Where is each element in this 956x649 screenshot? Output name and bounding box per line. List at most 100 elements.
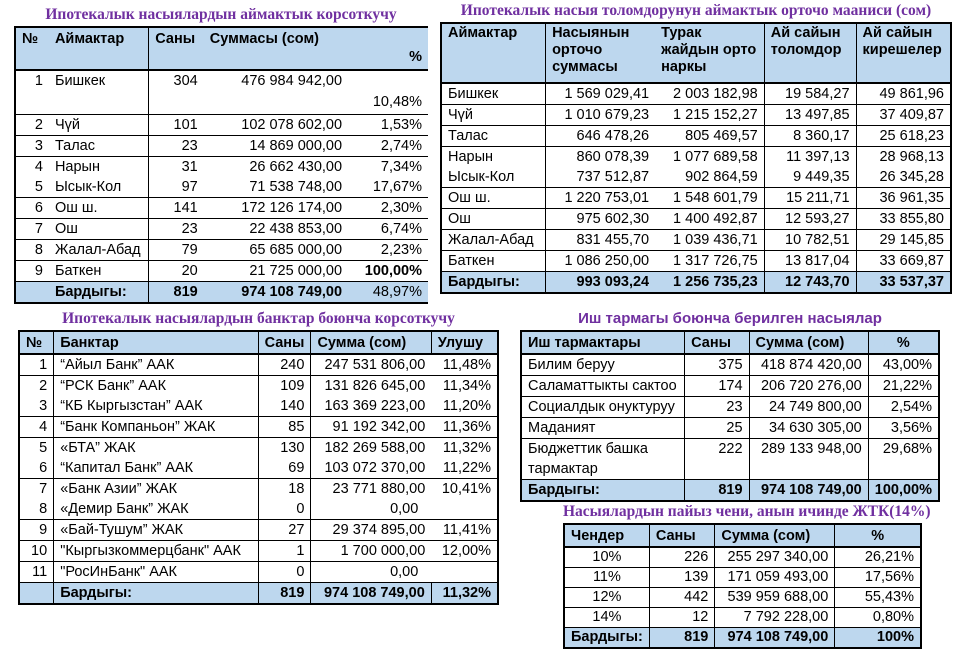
data-cell: 4 [19,416,54,438]
data-cell: 1 077 689,58 [655,146,765,167]
data-cell: 3 [15,135,49,157]
total-row: Бардыгы: 819 974 108 749,00 100% [564,627,921,648]
header-cell: Банктар [53,331,259,355]
total-row: Бардыгы: 819 974 108 749,00 11,32% [19,582,498,604]
table-row: 4 Нарын 31 26 662 430,00 7,34% [15,156,428,177]
data-cell: 418 874 420,00 [748,354,869,376]
sectors-table-title: Иш тармагы боюнча берилген насыялар [578,310,882,327]
table-row: 11 "РосИнБанк" ААК 0 0,00 [19,561,498,583]
total-cell: 974 108 749,00 [714,627,835,648]
table-row: Ысык-Кол 737 512,87 902 864,59 9 449,35 26 3… [441,167,951,188]
table-row: 9 Баткен 20 21 725 000,00 100,00% [15,260,428,282]
data-cell: Ысык-Кол [448,169,515,185]
total-cell: 819 [684,479,750,501]
data-cell: Жалал-Абад [48,239,149,261]
data-cell: 1 010 679,23 [545,104,656,126]
table-row: Чүй 1 010 679,23 1 215 152,27 13 497,85 37 4… [441,104,951,126]
data-cell: 1 039 436,71 [655,229,765,251]
table-row: Талас 646 478,26 805 469,57 8 360,17 25 618,… [441,125,951,147]
data-cell: 11,36% [431,416,498,438]
data-cell: 43,00% [867,354,939,376]
interest-rates-table: Чендер Саны Сумма (сом)% 10% 226 255 297 340,… [563,523,922,649]
average-payments-section: Ипотекалык насыя толомдорунун аймактык о… [440,2,952,294]
data-cell: 1 700 000,00 [310,540,432,562]
data-cell: 28 968,13 [855,146,951,167]
data-cell: “РСК Банк” ААК [53,375,259,396]
data-cell: "Кыргызкоммерцбанк" ААК [53,540,259,562]
data-cell: 29,68% [867,438,939,480]
data-cell: 12% [564,587,650,608]
banks-table-title: Ипотекалык насыялардын банктар боюнча ко… [62,310,455,327]
data-cell: 14% [564,607,650,628]
data-cell: 2 003 182,98 [673,86,758,102]
data-cell: 26,21% [834,547,921,568]
data-cell: 65 685 000,00 [203,239,349,261]
data-cell: 130 [257,437,311,458]
header-cell: Суммасы (сом) [203,27,349,71]
header-cell: Аймактар [48,27,149,71]
data-cell: 0 [257,561,311,583]
data-cell: 3,56% [867,417,939,439]
total-cell: 993 093,24 [545,271,656,293]
data-cell: Ош ш. [48,197,149,219]
data-cell: 11,41% [431,519,498,541]
data-cell: Социалдык онуктуруу [521,396,685,418]
data-cell: 13 817,04 [763,250,857,272]
header-cell: Иш тармактары [521,331,685,355]
data-cell: 13 497,85 [763,104,857,126]
data-cell: 11,20% [442,398,491,414]
data-cell: 0 [257,499,311,520]
data-cell: 4 [15,156,49,177]
data-cell: 7 792 228,00 [714,607,835,628]
data-cell: 29 145,85 [855,229,951,251]
data-cell: 240 [257,354,311,376]
banks-indicator-section: Ипотекалык насыялардын банктар боюнча ко… [18,310,499,605]
data-cell: Ош ш. [441,187,546,209]
data-cell: 0,00 [310,561,498,583]
data-cell: 171 059 493,00 [714,567,835,588]
data-cell: 182 269 588,00 [310,437,432,458]
average-payments-table: Аймактар Насыянын орточо суммасы Турак жай… [440,22,952,294]
table-row: 6 “Капитал Банк” ААК 69 103 072 370,00 11,22… [19,458,498,479]
header-cell: Насыянын орточо суммасы [545,23,656,84]
data-cell: 18 [257,478,311,499]
total-cell: 11,32% [430,582,498,604]
data-cell: 11,32% [431,437,498,458]
header-cell: № [15,27,49,71]
data-cell: 8 360,17 [763,125,857,147]
data-cell: 91 192 342,00 [310,416,432,438]
data-cell: Баткен [441,250,546,272]
total-row: Бардыгы: 993 093,24 1 256 735,23 12 743,70 3… [441,271,951,293]
data-cell: «Бай-Тушум” ЖАК [53,519,259,541]
total-cell: 100,00% [867,479,939,501]
table-row: Саламаттыкты сактоо 174 206 720 276,00 21,2… [521,375,939,397]
data-cell: 7,34% [348,156,428,177]
data-cell: 22 438 853,00 [203,218,349,240]
total-cell: 974 108 749,00 [748,479,869,501]
sectors-section: Иш тармагы боюнча берилген насыялар Иш т… [520,310,940,502]
table-row: 2 Чүй 101 102 078 602,00 1,53% [15,114,428,136]
total-cell: 974 108 749,00 [203,281,349,303]
data-cell: 5 [34,179,43,195]
data-cell: 737 512,87 [545,167,656,188]
total-cell: 819 [648,627,715,648]
data-cell: 97 [148,177,204,198]
data-cell: 902 864,59 [685,169,758,185]
total-cell: 974 108 749,00 [310,582,432,604]
data-cell: 36 961,35 [855,187,951,209]
data-cell: 10 782,51 [763,229,857,251]
header-cell: Сумма (сом) [748,331,869,355]
table-row: 12% 442 539 959 688,00 55,43% [564,587,921,608]
data-cell: 79 [148,239,204,261]
header-cell: % [834,524,921,548]
header-cell: % [867,331,939,355]
data-cell: Билим беруу [528,357,615,373]
data-cell: 2 [19,375,54,396]
data-cell: 831 455,70 [545,229,656,251]
header-cell: Саны [257,331,311,355]
data-cell: Талас [441,125,546,147]
data-cell: Нарын [48,156,149,177]
data-cell: 0,00 [310,499,498,520]
banks-indicator-table: № Банктар Саны Сумма (сом) Улушу 1 “Айыл Банк”… [18,330,499,605]
data-cell: «Демир Банк” ЖАК [53,499,259,520]
